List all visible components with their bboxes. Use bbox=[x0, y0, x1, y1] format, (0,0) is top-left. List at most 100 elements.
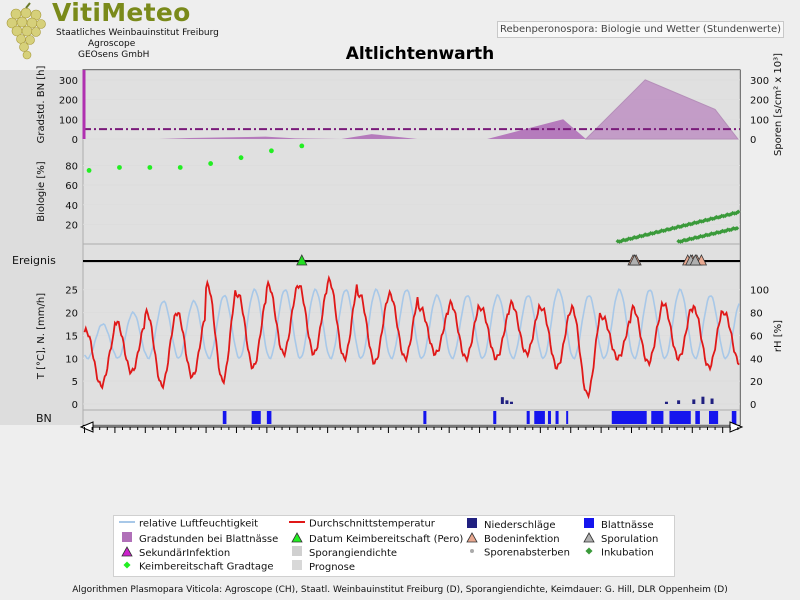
legend-label: Blattnässe bbox=[601, 520, 654, 531]
y-axis-label-right-wx: rH [%] bbox=[773, 320, 784, 352]
sporulation-marker bbox=[689, 254, 701, 266]
germination-point bbox=[238, 155, 244, 161]
legend-symbol-icon bbox=[289, 532, 305, 546]
rain-bar bbox=[710, 398, 714, 404]
leaf-wetness-block bbox=[669, 411, 691, 424]
org-line-2: Agroscope bbox=[88, 39, 136, 49]
chart-legend: relative Luftfeuchtigkeit Durchschnittste… bbox=[113, 515, 675, 577]
legend-symbol-icon bbox=[289, 560, 305, 574]
legend-label: Bodeninfektion bbox=[484, 534, 560, 545]
tick-label-left-wx: 25 bbox=[65, 286, 78, 297]
legend-symbol-icon bbox=[289, 518, 305, 529]
legend-symbol-icon bbox=[119, 518, 135, 529]
leaf-wetness-block bbox=[611, 411, 647, 424]
germination-point bbox=[117, 165, 122, 170]
leaf-wetness-block bbox=[526, 411, 530, 424]
legend-item: relative Luftfeuchtigkeit bbox=[119, 518, 258, 530]
legend-symbol-icon bbox=[289, 546, 305, 560]
incubation-series-1 bbox=[615, 209, 741, 244]
leaf-wetness-block bbox=[534, 411, 545, 424]
legend-label: Keimbereitschaft Gradtage bbox=[139, 561, 274, 573]
y-axis-label-right-spor: Sporen [s/cm² x 10³] bbox=[773, 53, 784, 156]
tick-label-right-wx: 60 bbox=[750, 331, 763, 342]
bn-panel-label: BN bbox=[36, 412, 52, 425]
germination-date-marker bbox=[296, 254, 308, 266]
legend-item: Sporulation bbox=[581, 532, 658, 546]
legend-symbol-icon bbox=[119, 532, 135, 546]
tick-label-left-wx: 0 bbox=[72, 400, 78, 411]
y-axis-label-bio: Biologie [%] bbox=[36, 161, 47, 222]
legend-item: Durchschnittstemperatur bbox=[289, 518, 435, 530]
leaf-wetness-block bbox=[651, 411, 664, 424]
org-line-1: Staatliches Weinbauinstitut Freiburg bbox=[56, 28, 219, 38]
chart-type-label: Rebenperonospora: Biologie und Wetter (S… bbox=[497, 21, 784, 38]
tick-label-left-spor: 300 bbox=[59, 76, 78, 87]
tick-label-right-wx: 40 bbox=[750, 354, 763, 365]
legend-item: Keimbereitschaft Gradtage bbox=[119, 560, 273, 573]
legend-label: Sporenabsterben bbox=[484, 547, 570, 559]
leaf-wetness-block bbox=[423, 411, 427, 424]
legend-symbol-icon bbox=[119, 546, 135, 560]
brand-title: VitiMeteo bbox=[52, 0, 191, 27]
legend-symbol-icon bbox=[581, 518, 597, 532]
legend-item: SekundärInfektion bbox=[119, 546, 230, 560]
location-title: Altlichtenwarth bbox=[345, 44, 495, 64]
y-axis-label-left-spor: Gradstd. BN [h] bbox=[36, 65, 47, 143]
rain-bar bbox=[500, 397, 504, 404]
legend-item: Inkubation bbox=[581, 546, 654, 559]
legend-symbol-icon bbox=[581, 532, 597, 546]
rain-bar bbox=[664, 401, 668, 404]
event-panel-label: Ereignis bbox=[12, 254, 56, 267]
tick-label-left-spor: 200 bbox=[59, 96, 78, 107]
leaf-wetness-block bbox=[222, 411, 227, 424]
tick-label-left-wx: 10 bbox=[65, 354, 78, 365]
y-axis-label-left-wx: T [°C], N. [mm/h] bbox=[36, 293, 47, 380]
legend-label: Sporulation bbox=[601, 534, 659, 545]
germination-point bbox=[86, 168, 92, 173]
tick-label-right-wx: 20 bbox=[750, 377, 763, 388]
leaf-wetness-block bbox=[731, 411, 737, 424]
rain-bar bbox=[509, 401, 513, 404]
legend-label: Datum Keimbereitschaft (Pero) bbox=[309, 534, 464, 545]
org-line-3: GEOsens GmbH bbox=[78, 50, 150, 60]
legend-label: Durchschnittstemperatur bbox=[309, 518, 435, 530]
spore-forecast-area bbox=[584, 79, 739, 140]
leaf-wetness-block bbox=[266, 411, 272, 424]
tick-label-bio: 60 bbox=[65, 181, 78, 192]
degree-hours-area bbox=[83, 119, 586, 139]
sporulation-marker bbox=[628, 254, 641, 266]
leaf-wetness-block bbox=[566, 411, 569, 424]
legend-label: SekundärInfektion bbox=[139, 548, 231, 559]
tick-label-right-spor: 0 bbox=[750, 135, 756, 146]
tick-label-right-spor: 100 bbox=[750, 115, 769, 126]
germination-point bbox=[269, 148, 274, 154]
leaf-wetness-block bbox=[251, 411, 261, 424]
legend-item: Niederschläge bbox=[464, 518, 555, 532]
leaf-wetness-block bbox=[555, 411, 559, 424]
legend-label: Inkubation bbox=[601, 547, 654, 559]
temperature-line bbox=[83, 274, 740, 400]
scroll-left-arrow-icon bbox=[79, 421, 94, 433]
germination-point bbox=[208, 161, 214, 166]
legend-item: Datum Keimbereitschaft (Pero) bbox=[289, 532, 463, 546]
legend-symbol-icon bbox=[464, 518, 480, 532]
legend-label: Prognose bbox=[309, 562, 356, 573]
tick-label-left-wx: 15 bbox=[65, 331, 78, 342]
legend-symbol-icon bbox=[464, 546, 480, 559]
rain-bar bbox=[692, 399, 696, 404]
tick-label-right-wx: 80 bbox=[750, 309, 763, 320]
rain-bar bbox=[505, 400, 509, 404]
tick-label-left-wx: 20 bbox=[65, 309, 78, 320]
legend-label: Niederschläge bbox=[484, 520, 556, 531]
legend-item: Sporangiendichte bbox=[289, 546, 397, 560]
footer-credits: Algorithmen Plasmopara Viticola: Agrosco… bbox=[72, 585, 728, 595]
rain-bar bbox=[677, 400, 681, 404]
leaf-wetness-block bbox=[547, 411, 551, 424]
tick-label-left-spor: 0 bbox=[72, 135, 78, 146]
tick-label-right-spor: 200 bbox=[750, 96, 769, 107]
tick-label-right-wx: 100 bbox=[750, 286, 769, 297]
legend-item: Bodeninfektion bbox=[464, 532, 560, 546]
rain-bar bbox=[701, 396, 705, 404]
legend-item: Blattnässe bbox=[581, 518, 654, 532]
